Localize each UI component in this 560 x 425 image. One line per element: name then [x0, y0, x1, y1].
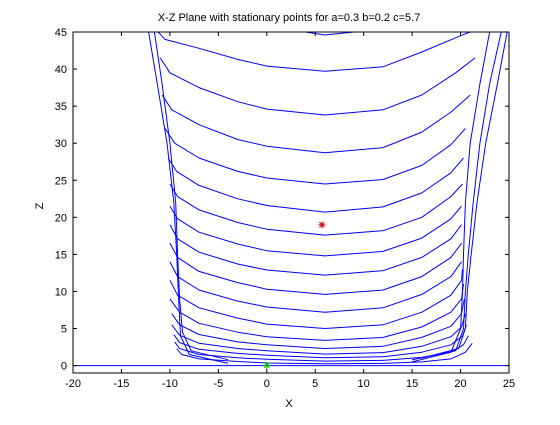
plot-frame [72, 31, 510, 374]
series-line-20 [153, 32, 229, 361]
series-line-22 [412, 32, 502, 361]
series-line-14 [164, 128, 466, 185]
x-tick-label: -10 [162, 378, 178, 390]
x-tick-label: 20 [454, 378, 466, 390]
series-line-10 [169, 224, 462, 276]
stationary-point-0 [318, 221, 326, 229]
y-axis-ticks: 0 5 10 15 20 25 30 35 40 45 [55, 27, 509, 373]
stationary-point-1 [263, 361, 271, 369]
series-group [73, 32, 509, 367]
x-tick-label: 5 [312, 378, 318, 390]
x-tick-label: -20 [65, 378, 81, 390]
series-line-9 [169, 242, 462, 295]
y-tick-label: 45 [55, 27, 67, 39]
y-tick-label: 25 [55, 175, 67, 187]
y-tick-label: 15 [55, 249, 67, 261]
x-axis-ticks: -20 -15 -10 -5 0 5 10 15 20 25 [65, 32, 515, 390]
series-line-1 [176, 342, 473, 365]
series-line-17 [157, 32, 471, 72]
chart-title: X-Z Plane with stationary points for a=0… [158, 12, 421, 24]
y-tick-label: 0 [61, 361, 67, 373]
series-line-6 [169, 283, 464, 341]
series-line-12 [169, 183, 463, 236]
y-tick-label: 20 [55, 212, 67, 224]
x-tick-label: -5 [213, 378, 223, 390]
series-line-4 [171, 313, 466, 355]
y-axis-label: Z [34, 202, 46, 209]
series-line-18 [305, 32, 355, 36]
y-tick-label: 35 [55, 101, 67, 113]
series-line-16 [159, 57, 476, 116]
x-axis-label: X [285, 398, 293, 410]
series-line-11 [169, 205, 462, 257]
series-line-5 [171, 298, 465, 349]
series-line-21 [411, 32, 491, 363]
series-line-8 [169, 261, 462, 313]
plot-background [73, 32, 509, 373]
series-line-23 [421, 32, 508, 359]
y-tick-label: 5 [61, 324, 67, 336]
x-tick-label: 15 [406, 378, 418, 390]
x-tick-label: -15 [113, 378, 129, 390]
plot-area [73, 32, 509, 369]
stationary-points-group [263, 221, 326, 369]
y-tick-label: 30 [55, 138, 67, 150]
series-line-15 [161, 94, 471, 154]
y-tick-label: 10 [55, 286, 67, 298]
series-line-7 [169, 269, 463, 329]
series-line-13 [167, 157, 464, 213]
x-tick-label: 10 [358, 378, 370, 390]
series-line-19 [148, 32, 229, 364]
x-tick-label: 0 [264, 378, 270, 390]
y-tick-label: 40 [55, 64, 67, 76]
x-tick-label: 25 [503, 378, 515, 390]
